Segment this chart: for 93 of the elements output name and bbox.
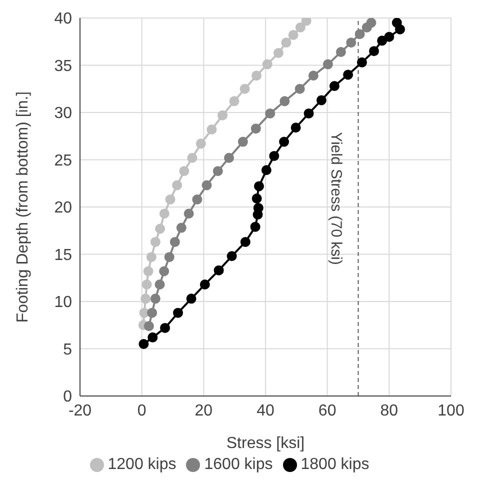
- point: [202, 180, 212, 190]
- x-tick-label: 40: [256, 402, 274, 420]
- point: [301, 18, 312, 26]
- x-axis-title: Stress [ksi]: [226, 435, 305, 452]
- point: [252, 193, 262, 204]
- point: [138, 339, 149, 350]
- point: [144, 321, 154, 332]
- point: [143, 266, 154, 276]
- point: [184, 208, 194, 219]
- point: [288, 30, 298, 40]
- point: [250, 124, 261, 134]
- point: [164, 252, 174, 262]
- point: [366, 18, 376, 28]
- x-tick-label: 80: [380, 402, 398, 420]
- x-tick-label: 0: [137, 402, 146, 420]
- point: [173, 308, 184, 318]
- point: [295, 22, 306, 32]
- point: [290, 122, 301, 133]
- point: [159, 266, 170, 276]
- point: [187, 152, 198, 163]
- point: [262, 59, 272, 70]
- point: [229, 96, 240, 106]
- point: [212, 166, 223, 176]
- point: [240, 236, 250, 247]
- point: [316, 95, 326, 106]
- point: [329, 81, 340, 92]
- point: [269, 150, 280, 161]
- point: [176, 222, 186, 233]
- legend-label: 1800 kips: [300, 456, 370, 473]
- point: [140, 294, 151, 304]
- point: [294, 84, 305, 94]
- point: [240, 84, 250, 94]
- point: [308, 70, 318, 81]
- y-tick-label: 30: [54, 105, 72, 122]
- point: [159, 208, 170, 219]
- point: [252, 70, 262, 81]
- point: [148, 332, 158, 342]
- point: [336, 47, 346, 58]
- point: [354, 29, 365, 40]
- y-tick-label: 10: [54, 294, 72, 312]
- point: [343, 70, 354, 80]
- point: [377, 36, 388, 46]
- point: [253, 202, 264, 213]
- point: [392, 18, 402, 28]
- point: [142, 279, 152, 290]
- point: [273, 48, 284, 58]
- point: [154, 279, 165, 290]
- point: [172, 180, 182, 190]
- x-tick-label: 100: [438, 402, 464, 420]
- point: [322, 59, 333, 70]
- point: [356, 57, 367, 68]
- point: [304, 108, 314, 118]
- x-tick-label: 20: [194, 402, 213, 420]
- point: [186, 294, 196, 304]
- point: [150, 236, 160, 247]
- point: [206, 124, 217, 135]
- point: [218, 110, 228, 120]
- point: [254, 181, 264, 192]
- point: [224, 152, 234, 163]
- point: [265, 108, 276, 118]
- point: [226, 251, 237, 262]
- y-axis-title: Footing Depth (from bottom) [in.]: [14, 91, 32, 323]
- y-tick-label: 5: [63, 341, 72, 358]
- point: [179, 166, 190, 176]
- y-tick-label: 25: [54, 152, 72, 170]
- point: [346, 38, 356, 48]
- point: [261, 165, 272, 176]
- point: [281, 38, 292, 48]
- point: [170, 236, 180, 247]
- legend-label: 1600 kips: [204, 456, 273, 473]
- point: [160, 322, 170, 333]
- x-tick-label: 60: [318, 402, 336, 420]
- point: [279, 136, 290, 147]
- point: [250, 222, 260, 232]
- legend-label: 1200 kips: [108, 456, 176, 473]
- point: [146, 252, 156, 262]
- point: [214, 265, 224, 276]
- y-tick-label: 20: [54, 200, 72, 217]
- y-tick-label: 40: [54, 10, 72, 28]
- y-tick-label: 35: [54, 58, 72, 75]
- point: [384, 32, 394, 42]
- point: [165, 194, 176, 204]
- point: [238, 136, 248, 147]
- y-tick-label: 15: [54, 246, 72, 264]
- point: [192, 194, 202, 204]
- point: [369, 46, 380, 56]
- point: [280, 96, 290, 106]
- point: [155, 224, 166, 234]
- point: [200, 279, 210, 290]
- ref-line-label: Yield Stress (70 ksi): [328, 132, 345, 265]
- point: [147, 308, 158, 318]
- point: [196, 138, 206, 149]
- point: [150, 294, 160, 304]
